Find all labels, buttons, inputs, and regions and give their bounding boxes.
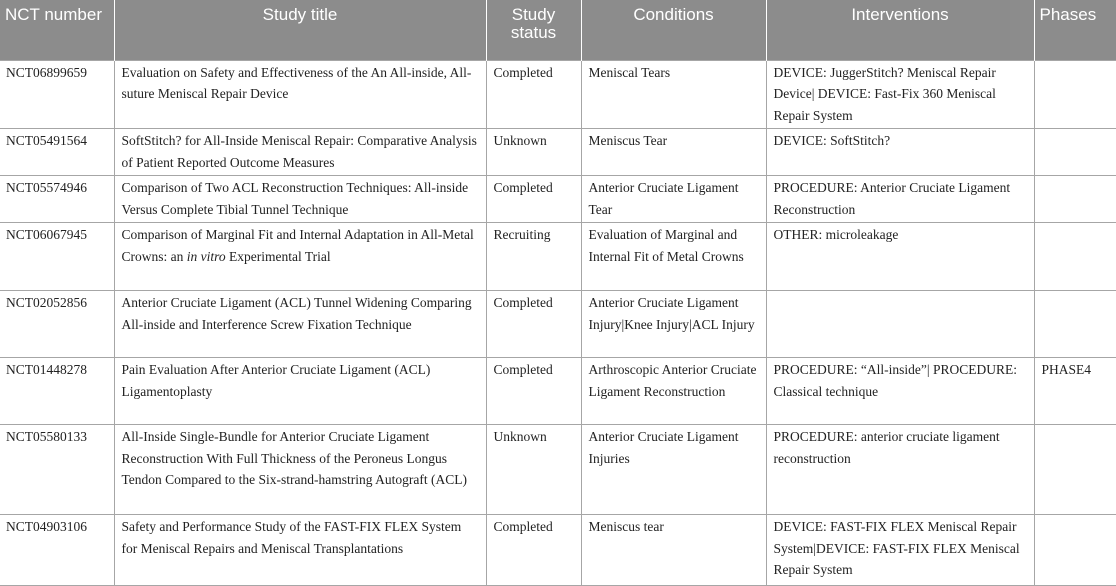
- table-row: NCT01448278 Pain Evaluation After Anteri…: [0, 357, 1116, 425]
- cell-title: Evaluation on Safety and Effectiveness o…: [113, 59, 487, 129]
- cell-status: Recruiting: [485, 222, 582, 291]
- cell-nct: NCT01448278: [0, 357, 115, 425]
- cell-interventions: DEVICE: SoftStitch?: [765, 128, 1035, 176]
- cell-title: Anterior Cruciate Ligament (ACL) Tunnel …: [113, 290, 487, 358]
- cell-nct: NCT05580133: [0, 424, 115, 515]
- table-row: NCT05574946 Comparison of Two ACL Recons…: [0, 175, 1116, 223]
- cell-interventions: OTHER: microleakage: [765, 222, 1035, 291]
- cell-nct: NCT05574946: [0, 175, 115, 223]
- cell-phases: [1033, 514, 1116, 586]
- table-row: NCT06899659 Evaluation on Safety and Eff…: [0, 59, 1116, 129]
- cell-interventions: PROCEDURE: anterior cruciate ligament re…: [765, 424, 1035, 515]
- cell-nct: NCT06067945: [0, 222, 115, 291]
- cell-title: Pain Evaluation After Anterior Cruciate …: [113, 357, 487, 425]
- cell-phases: [1033, 128, 1116, 176]
- cell-conditions: Meniscus Tear: [580, 128, 767, 176]
- cell-interventions: DEVICE: JuggerStitch? Meniscal Repair De…: [765, 59, 1035, 129]
- cell-title: Comparison of Marginal Fit and Internal …: [113, 222, 487, 291]
- cell-phases: PHASE4: [1033, 357, 1116, 425]
- table-row: NCT04903106 Safety and Performance Study…: [0, 514, 1116, 586]
- cell-conditions: Anterior Cruciate Ligament Tear: [580, 175, 767, 223]
- title-text: Comparison of Marginal Fit and Internal …: [121, 227, 474, 264]
- header-row: NCT number Study title Study status Cond…: [0, 0, 1116, 60]
- cell-interventions: DEVICE: FAST-FIX FLEX Meniscal Repair Sy…: [765, 514, 1035, 586]
- cell-conditions: Anterior Cruciate Ligament Injuries: [580, 424, 767, 515]
- cell-status: Completed: [485, 59, 582, 129]
- cell-title: All-Inside Single-Bundle for Anterior Cr…: [113, 424, 487, 515]
- header-interventions: Interventions: [765, 0, 1034, 60]
- cell-nct: NCT02052856: [0, 290, 115, 358]
- cell-phases: [1033, 175, 1116, 223]
- cell-status: Completed: [485, 514, 582, 586]
- cell-title: Comparison of Two ACL Reconstruction Tec…: [113, 175, 487, 223]
- cell-status: Completed: [485, 357, 582, 425]
- cell-nct: NCT06899659: [0, 59, 115, 129]
- title-italic-text: in vitro: [186, 248, 226, 264]
- header-phases: Phases: [1033, 0, 1116, 60]
- table-row: NCT05491564 SoftStitch? for All-Inside M…: [0, 128, 1116, 176]
- cell-title: Safety and Performance Study of the FAST…: [113, 514, 487, 586]
- table-row: NCT06067945 Comparison of Marginal Fit a…: [0, 222, 1116, 291]
- cell-status: Unknown: [485, 128, 582, 176]
- cell-interventions: [765, 290, 1035, 358]
- header-study-status: Study status: [485, 0, 581, 60]
- cell-phases: [1033, 290, 1116, 358]
- header-study-title: Study title: [113, 0, 486, 60]
- table-row: NCT02052856 Anterior Cruciate Ligament (…: [0, 290, 1116, 358]
- header-conditions: Conditions: [580, 0, 766, 60]
- cell-status: Completed: [485, 290, 582, 358]
- cell-phases: [1033, 222, 1116, 291]
- cell-conditions: Evaluation of Marginal and Internal Fit …: [580, 222, 767, 291]
- cell-interventions: PROCEDURE: Anterior Cruciate Ligament Re…: [765, 175, 1035, 223]
- cell-conditions: Anterior Cruciate Ligament Injury|Knee I…: [580, 290, 767, 358]
- cell-status: Unknown: [485, 424, 582, 515]
- title-text: Experimental Trial: [225, 248, 331, 264]
- cell-interventions: PROCEDURE: “All-inside”| PROCEDURE: Clas…: [765, 357, 1035, 425]
- cell-conditions: Arthroscopic Anterior Cruciate Ligament …: [580, 357, 767, 425]
- cell-nct: NCT05491564: [0, 128, 115, 176]
- cell-conditions: Meniscus tear: [580, 514, 767, 586]
- cell-conditions: Meniscal Tears: [580, 59, 767, 129]
- cell-status: Completed: [485, 175, 582, 223]
- cell-phases: [1033, 424, 1116, 515]
- cell-nct: NCT04903106: [0, 514, 115, 586]
- header-nct-number: NCT number: [0, 0, 114, 60]
- cell-title: SoftStitch? for All-Inside Meniscal Repa…: [113, 128, 487, 176]
- cell-phases: [1033, 59, 1116, 129]
- table-row: NCT05580133 All-Inside Single-Bundle for…: [0, 424, 1116, 515]
